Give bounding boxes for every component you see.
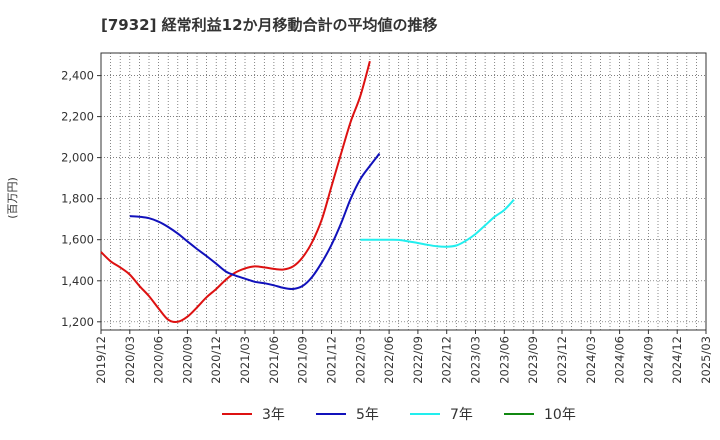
x-tick-label: 2024/03 [584, 336, 598, 384]
series-lines [100, 60, 515, 324]
y-tick-label: 1,800 [61, 192, 94, 206]
x-tick-label: 2021/09 [296, 336, 310, 384]
y-tick-label: 2,200 [61, 110, 94, 124]
x-tick-label: 2024/09 [641, 336, 655, 384]
series-line-7年 [360, 199, 515, 248]
plot-area [100, 52, 707, 331]
x-tick-label: 2020/03 [123, 336, 137, 384]
x-tick-label: 2021/03 [238, 336, 252, 384]
series-line-5年 [129, 152, 381, 291]
x-tick-label: 2023/03 [469, 336, 483, 384]
legend-label: 3年 [262, 407, 285, 423]
gridlines [101, 53, 706, 330]
x-tick-label: 2022/12 [440, 336, 454, 384]
series-line-3年 [100, 60, 371, 324]
x-tick-label: 2020/09 [180, 336, 194, 384]
x-tick-label: 2019/12 [94, 336, 108, 384]
x-tick-label: 2024/06 [613, 336, 627, 384]
x-tick-label: 2020/06 [152, 336, 166, 384]
x-tick-label: 2024/12 [670, 336, 684, 384]
y-axis-label: (百万円) [6, 177, 19, 219]
x-tick-label: 2021/12 [325, 336, 339, 384]
x-tick-label: 2021/06 [267, 336, 281, 384]
x-tick-label: 2023/09 [526, 336, 540, 384]
legend-label: 10年 [544, 407, 576, 423]
y-tick-label: 1,200 [61, 315, 94, 329]
legend-label: 7年 [450, 407, 473, 423]
x-tick-label: 2022/09 [411, 336, 425, 384]
y-tick-labels: 1,200 1,400 1,600 1,800 2,000 2,200 2,400 [61, 69, 101, 329]
y-tick-label: 2,000 [61, 151, 94, 165]
x-tick-label: 2022/06 [382, 336, 396, 384]
legend-label: 5年 [356, 407, 379, 423]
y-tick-label: 2,400 [61, 69, 94, 83]
legend: 3年 5年 7年 10年 [222, 407, 576, 423]
x-tick-label: 2023/12 [555, 336, 569, 384]
chart-title: [7932] 経常利益12か月移動合計の平均値の推移 [101, 16, 438, 34]
y-tick-label: 1,400 [61, 274, 94, 288]
x-tick-label: 2025/03 [699, 336, 713, 384]
y-tick-label: 1,600 [61, 233, 94, 247]
x-tick-label: 2023/06 [497, 336, 511, 384]
x-tick-labels: 2019/12 2020/03 2020/06 2020/09 2020/12 2021/… [94, 330, 713, 384]
x-tick-label: 2022/03 [353, 336, 367, 384]
x-tick-label: 2020/12 [209, 336, 223, 384]
